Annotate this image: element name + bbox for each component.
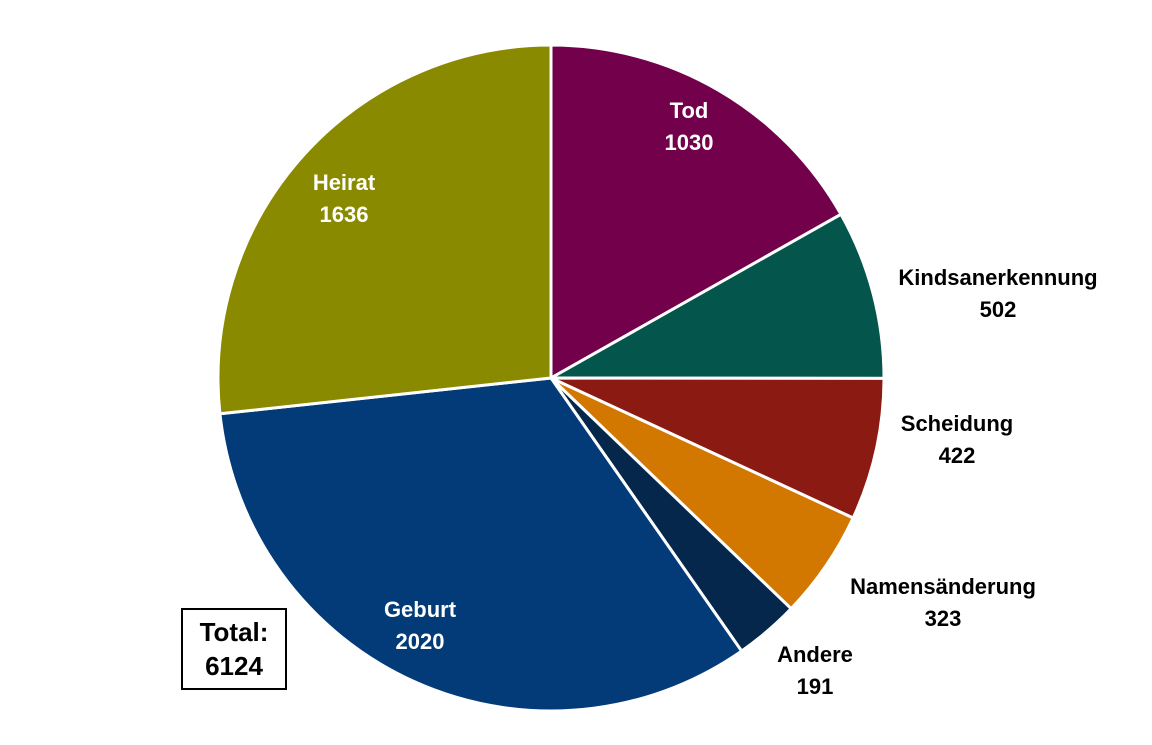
pie-slices: [216, 43, 886, 713]
slice-label-andere: Andere: [777, 642, 853, 667]
slice-value-heirat: 1636: [320, 202, 369, 227]
slice-label-scheidung: Scheidung: [901, 411, 1013, 436]
slice-label-kindsanerkennung: Kindsanerkennung: [898, 265, 1097, 290]
slice-scheidung: [549, 376, 886, 520]
slice-labels: Tod 1030 Kindsanerkennung 502 Scheidung 422 Na…: [313, 98, 1098, 699]
slice-heirat: [216, 43, 553, 416]
slice-value-tod: 1030: [665, 130, 714, 155]
slice-value-scheidung: 422: [939, 443, 976, 468]
slice-geburt: [218, 376, 744, 713]
total-value: 6124: [205, 651, 263, 681]
slice-tod: [549, 43, 843, 380]
slice-label-tod: Tod: [670, 98, 709, 123]
slice-value-geburt: 2020: [396, 629, 445, 654]
total-box: Total: 6124: [181, 608, 287, 690]
slice-value-namensanderung: 323: [925, 606, 962, 631]
slice-label-geburt: Geburt: [384, 597, 457, 622]
slice-value-andere: 191: [797, 674, 834, 699]
slice-value-kindsanerkennung: 502: [980, 297, 1017, 322]
slice-label-namensanderung: Namensänderung: [850, 574, 1036, 599]
slice-label-heirat: Heirat: [313, 170, 376, 195]
total-label: Total:: [199, 617, 269, 647]
slice-kindsanerkennung: [549, 212, 886, 380]
